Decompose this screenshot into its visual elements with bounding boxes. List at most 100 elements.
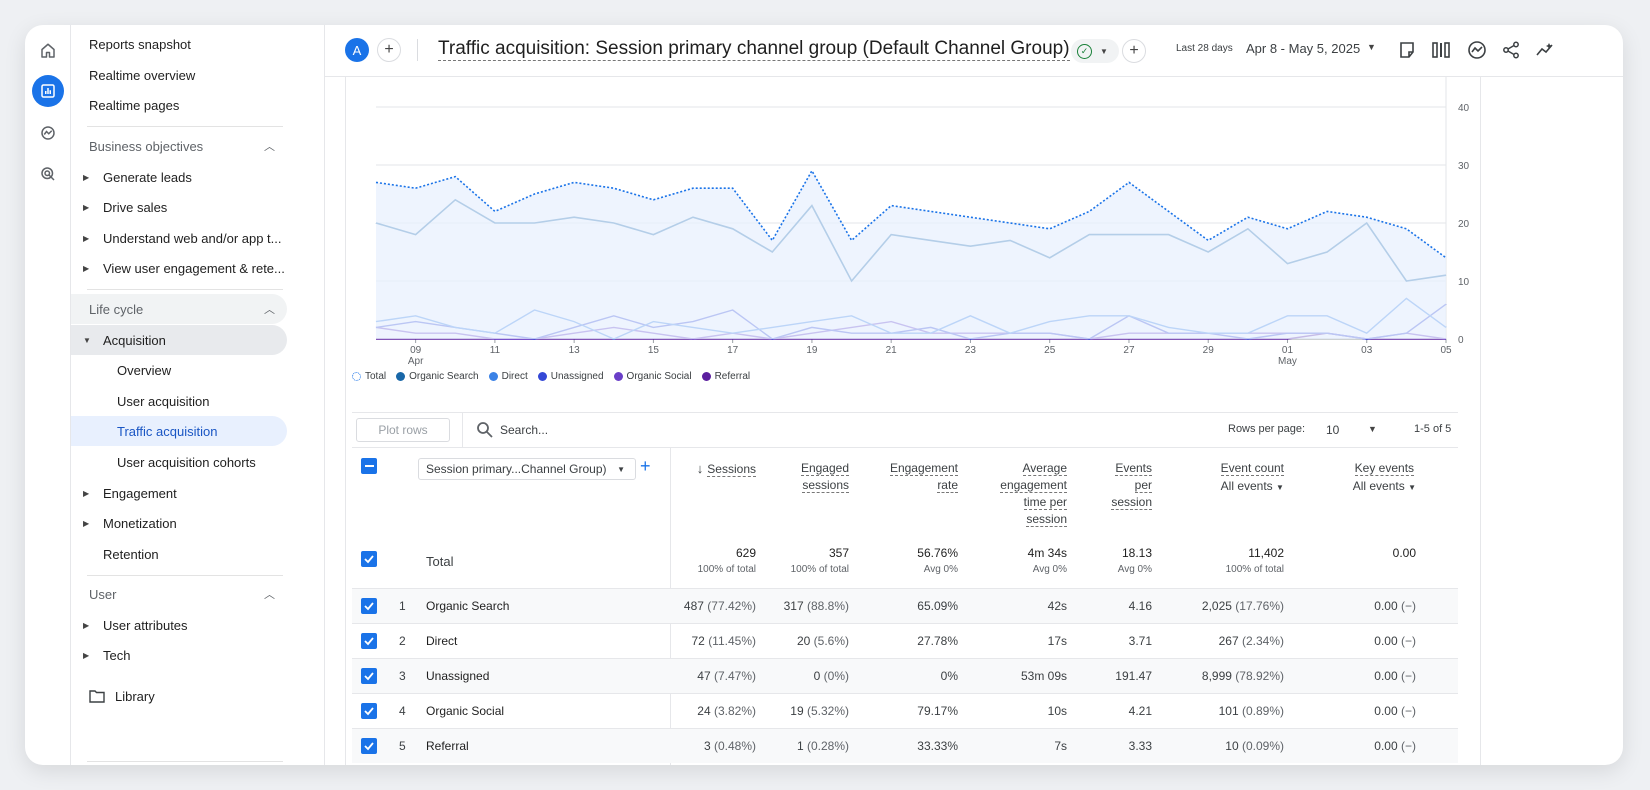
- sidebar-item-label: User attributes: [103, 617, 188, 633]
- sidebar-item-realtime-pages[interactable]: Realtime pages: [89, 97, 180, 113]
- total-row-checkbox[interactable]: [361, 551, 377, 567]
- legend-item-referral[interactable]: Referral: [701, 371, 750, 382]
- add-dimension-button[interactable]: +: [640, 456, 651, 476]
- legend-item-unassigned[interactable]: Unassigned: [537, 371, 604, 382]
- sidebar-item-retention[interactable]: Retention: [103, 546, 159, 562]
- column-header-event-count[interactable]: Event count All events ▼: [1220, 460, 1284, 496]
- add-comparison-button[interactable]: +: [377, 38, 401, 62]
- add-filter-button[interactable]: +: [1122, 39, 1146, 63]
- search-input[interactable]: [500, 420, 700, 440]
- y-tick-label: 40: [1458, 103, 1470, 114]
- home-icon[interactable]: [32, 35, 64, 67]
- page-title[interactable]: Traffic acquisition: Session primary cha…: [438, 38, 1070, 61]
- x-tick-label: 15: [648, 345, 660, 356]
- row-checkbox[interactable]: [361, 633, 377, 649]
- column-header-key-events[interactable]: Key events All events ▼: [1353, 460, 1416, 496]
- sidebar-item-view-engagement[interactable]: ▶ View user engagement & rete...: [71, 253, 311, 283]
- table-toolbar: Plot rows Rows per page: 10 ▼ 1-5 of 5: [352, 412, 1458, 448]
- caret-down-icon[interactable]: ▼: [1368, 424, 1377, 434]
- row-checkbox[interactable]: [361, 738, 377, 754]
- cell-value: 24: [697, 704, 711, 718]
- sidebar-item-label: Tech: [103, 647, 131, 663]
- column-header-avg-engagement-time[interactable]: Average engagement time per session: [1000, 460, 1067, 528]
- plot-rows-button[interactable]: Plot rows: [356, 418, 450, 442]
- dimension-select[interactable]: Session primary...Channel Group) ▼: [418, 458, 636, 480]
- column-header-events-per-session[interactable]: Events per session: [1111, 460, 1152, 511]
- cell-engagement-rate: 0%: [940, 669, 958, 683]
- column-header-label: Key events: [1354, 461, 1415, 476]
- sidebar-item-library[interactable]: Library: [71, 681, 311, 711]
- note-icon[interactable]: [1396, 39, 1418, 61]
- share-icon[interactable]: [1500, 39, 1522, 61]
- cell-engaged-sessions: 1 (0.28%): [797, 739, 849, 753]
- column-header-engagement-rate[interactable]: Engagement rate: [889, 460, 958, 494]
- x-tick-label: 09: [410, 345, 422, 356]
- row-checkbox[interactable]: [361, 668, 377, 684]
- legend-item-organic-search[interactable]: Organic Search: [396, 371, 479, 382]
- legend-item-direct[interactable]: Direct: [488, 371, 528, 382]
- sidebar-item-tech[interactable]: ▶ Tech: [71, 640, 311, 670]
- divider: [87, 575, 283, 576]
- cell-avg-engagement-time: 7s: [1054, 739, 1067, 753]
- divider: [87, 761, 283, 762]
- section-business-objectives[interactable]: Business objectives ︿: [71, 131, 287, 161]
- sidebar-item-engagement[interactable]: ▶ Engagement: [71, 478, 311, 508]
- table-row[interactable]: 5 Referral 3 (0.48%) 1 (0.28%) 33.33% 7s 3.33 1…: [352, 728, 1458, 763]
- column-header-engaged-sessions[interactable]: Engaged sessions: [800, 460, 849, 494]
- section-label: Life cycle: [89, 301, 144, 317]
- cell-percent: (5.6%): [813, 634, 849, 648]
- y-tick-label: 10: [1458, 277, 1470, 288]
- sidebar-item-user-attributes[interactable]: ▶ User attributes: [71, 610, 311, 640]
- sidebar-item-user-acquisition-cohorts[interactable]: User acquisition cohorts: [117, 454, 256, 470]
- plus-icon: +: [384, 41, 394, 58]
- section-user[interactable]: User ︿: [71, 579, 287, 609]
- row-checkbox[interactable]: [361, 598, 377, 614]
- row-checkbox[interactable]: [361, 703, 377, 719]
- status-dropdown[interactable]: ✓ ▼: [1071, 39, 1119, 63]
- series-area-total: [376, 170, 1446, 339]
- cell-value: 101: [1218, 704, 1239, 718]
- sidebar-item-understand[interactable]: ▶ Understand web and/or app t...: [71, 223, 311, 253]
- compare-icon[interactable]: [1430, 39, 1452, 61]
- cell-percent: (−): [1401, 669, 1416, 683]
- sidebar-item-monetization[interactable]: ▶ Monetization: [71, 508, 311, 538]
- checkmark-icon: [364, 672, 374, 681]
- sidebar-item-user-acquisition[interactable]: User acquisition: [117, 393, 210, 409]
- plus-icon: +: [1129, 42, 1139, 59]
- table-row[interactable]: 3 Unassigned 47 (7.47%) 0 (0%) 0% 53m 09s 191.…: [352, 658, 1458, 693]
- advertising-icon[interactable]: [32, 158, 64, 190]
- event-filter-dropdown[interactable]: All events ▼: [1353, 478, 1416, 496]
- sidebar-item-acquisition[interactable]: ▼ Acquisition: [71, 325, 287, 355]
- sidebar-item-drive-sales[interactable]: ▶ Drive sales: [71, 192, 311, 222]
- caret-down-icon[interactable]: ▼: [1367, 42, 1376, 52]
- date-range-picker[interactable]: Apr 8 - May 5, 2025: [1246, 41, 1361, 56]
- x-tick-label: 17: [727, 345, 739, 356]
- table-row[interactable]: 1 Organic Search 487 (77.42%) 317 (88.8%) 65…: [352, 588, 1458, 623]
- sidebar-item-generate-leads[interactable]: ▶ Generate leads: [71, 162, 311, 192]
- insights-icon[interactable]: [1466, 39, 1488, 61]
- avatar[interactable]: A: [345, 38, 369, 62]
- sidebar-item-traffic-acquisition[interactable]: Traffic acquisition: [71, 416, 287, 446]
- legend-item-organic-social[interactable]: Organic Social: [613, 371, 692, 382]
- total-row: Total 629 100% of total 357 100% of tota…: [352, 540, 1458, 588]
- rows-per-page-select[interactable]: 10: [1326, 423, 1340, 437]
- table-row[interactable]: 4 Organic Social 24 (3.82%) 19 (5.32%) 79.17…: [352, 693, 1458, 728]
- column-header-sessions[interactable]: ↓ Sessions: [697, 460, 756, 478]
- checkmark-icon: [364, 602, 374, 611]
- sidebar-item-realtime-overview[interactable]: Realtime overview: [89, 67, 196, 83]
- sidebar-item-overview[interactable]: Overview: [117, 362, 172, 378]
- legend-item-total[interactable]: Total: [352, 371, 386, 382]
- caret-down-icon: ▼: [617, 464, 625, 474]
- cell-event-count: 10 (0.09%): [1225, 739, 1284, 753]
- trend-icon[interactable]: [1534, 39, 1556, 61]
- event-filter-dropdown[interactable]: All events ▼: [1221, 478, 1284, 496]
- reports-icon[interactable]: [32, 75, 64, 107]
- table-row[interactable]: 2 Direct 72 (11.45%) 20 (5.6%) 27.78% 17s 3.71…: [352, 623, 1458, 658]
- legend-swatch: [613, 372, 623, 381]
- section-life-cycle[interactable]: Life cycle ︿: [71, 294, 287, 324]
- explore-icon[interactable]: [32, 117, 64, 149]
- select-all-checkbox[interactable]: [361, 458, 377, 474]
- sidebar-item-reports-snapshot[interactable]: Reports snapshot: [89, 36, 191, 52]
- total-engaged: 357: [828, 546, 849, 560]
- cell-key-events: 0.00 (−): [1374, 599, 1416, 613]
